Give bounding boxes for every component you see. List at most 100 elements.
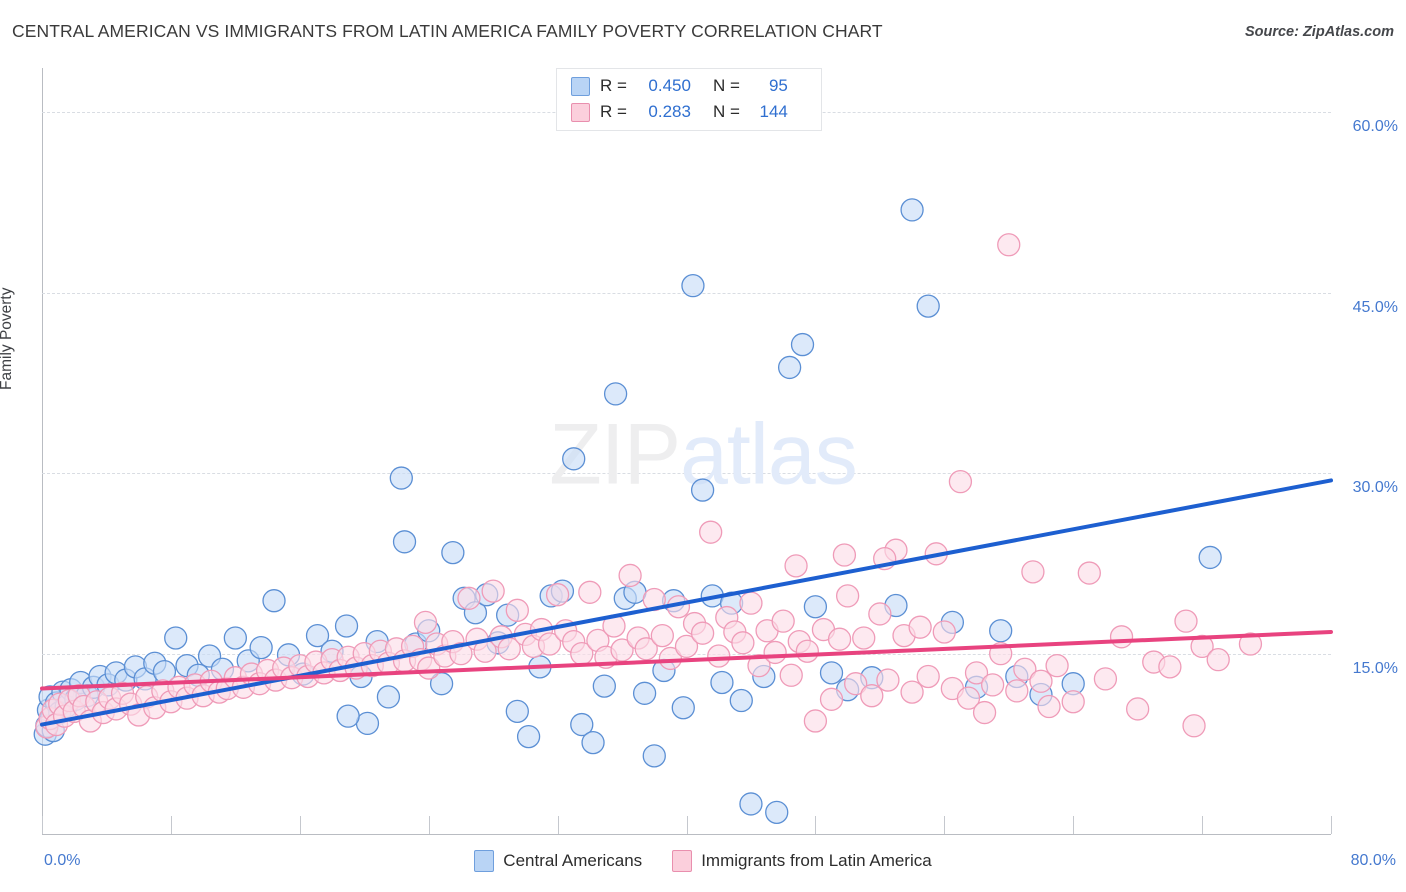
scatter-point	[876, 668, 900, 692]
scatter-point	[441, 540, 465, 565]
x-tick-mark	[557, 816, 559, 834]
scatter-point	[948, 470, 973, 494]
scatter-point	[868, 602, 892, 626]
scatter-point	[707, 644, 731, 668]
x-tick-mark	[42, 816, 43, 834]
scatter-point	[674, 634, 699, 659]
scatter-point	[481, 579, 505, 603]
scatter-point	[376, 685, 401, 709]
x-tick-mark	[1202, 816, 1204, 834]
scatter-point	[739, 591, 763, 615]
scatter-point	[570, 712, 594, 737]
y-axis-line	[42, 68, 43, 834]
scatter-point	[1005, 679, 1029, 703]
scatter-point	[900, 198, 924, 222]
scatter-point	[249, 635, 273, 660]
scatter-point	[610, 638, 634, 662]
scatter-point	[997, 233, 1021, 257]
scatter-point	[784, 554, 808, 578]
stats-r-label-blue: R =	[600, 76, 627, 95]
scatter-point	[1158, 655, 1182, 679]
scatter-point	[908, 615, 932, 639]
scatter-point	[777, 355, 802, 380]
legend-label-central-americans: Central Americans	[503, 851, 643, 870]
source-attribution: Source: ZipAtlas.com	[1244, 24, 1394, 40]
scatter-point	[795, 639, 819, 663]
stats-n-value-pink: 144	[759, 102, 788, 121]
scatter-point	[699, 520, 723, 544]
scatter-point	[989, 619, 1013, 643]
scatter-point	[972, 700, 997, 725]
stats-n-label-pink: N =	[712, 102, 740, 121]
scatter-point	[1021, 560, 1045, 584]
scatter-point	[537, 632, 562, 656]
scatter-point	[505, 598, 529, 622]
scatter-point	[457, 586, 481, 610]
correlation-stats-box: R = 0.450 N = 95 R = 0.283 N = 144	[556, 68, 822, 131]
series-legend: Central Americans Immigrants from Latin …	[0, 850, 1406, 872]
legend-item-latin-immigrants[interactable]: Immigrants from Latin America	[672, 850, 932, 872]
scatter-point	[603, 382, 628, 406]
scatter-point	[803, 595, 828, 619]
scatter-point	[618, 563, 642, 588]
legend-swatch-pink	[672, 850, 693, 872]
x-tick-mark	[944, 816, 946, 834]
scatter-point	[690, 478, 715, 502]
scatter-point	[1077, 561, 1101, 585]
scatter-point	[832, 543, 857, 567]
scatter-point	[827, 627, 852, 651]
scatter-point	[650, 623, 674, 648]
scatter-point	[578, 580, 602, 604]
x-tick-mark	[428, 816, 430, 834]
scatter-point	[164, 626, 188, 650]
stats-row-latin-immigrants: R = 0.283 N = 144	[571, 99, 788, 125]
stats-n-value-blue: 95	[768, 76, 788, 95]
scatter-point	[739, 792, 763, 816]
scatter-point	[392, 530, 417, 554]
x-tick-label-min: 0.0%	[44, 852, 81, 869]
scatter-point	[1182, 714, 1206, 738]
scatter-point	[681, 273, 705, 298]
scatter-point	[1045, 654, 1069, 678]
y-tick-label: 30.0%	[1352, 479, 1398, 497]
scatter-point	[860, 684, 884, 708]
scatter-point	[731, 631, 755, 655]
stats-r-label-pink: R =	[600, 102, 627, 121]
scatter-point	[389, 466, 413, 490]
scatter-point	[771, 609, 795, 633]
scatter-point	[632, 681, 657, 705]
scatter-point	[763, 640, 787, 665]
scatter-point	[336, 704, 360, 728]
scatter-point	[729, 688, 753, 713]
scatter-point	[505, 699, 529, 723]
scatter-point	[413, 610, 438, 635]
scatter-point	[819, 661, 844, 685]
scatter-point	[956, 686, 981, 710]
scatter-point	[710, 670, 734, 695]
scatter-point	[916, 294, 940, 318]
page-title: CENTRAL AMERICAN VS IMMIGRANTS FROM LATI…	[12, 21, 883, 41]
scatter-point	[1190, 634, 1214, 659]
scatter-point	[1109, 625, 1134, 649]
y-tick-label: 15.0%	[1352, 659, 1398, 677]
scatter-point	[819, 687, 844, 711]
stats-row-central-americans: R = 0.450 N = 95	[571, 73, 788, 99]
scatter-point	[747, 654, 771, 678]
y-tick-label: 45.0%	[1352, 298, 1398, 316]
legend-item-central-americans[interactable]: Central Americans	[474, 850, 642, 872]
scatter-point	[658, 646, 683, 671]
scatter-point	[1206, 647, 1230, 672]
scatter-point	[671, 696, 695, 720]
legend-label-latin-immigrants: Immigrants from Latin America	[701, 851, 932, 870]
scatter-point	[581, 730, 605, 755]
scatter-point	[900, 680, 924, 704]
trendline-immigrants-from-latin-america	[40, 629, 1333, 691]
scatter-point	[932, 620, 956, 644]
stats-swatch-pink	[571, 102, 590, 122]
scatter-point	[334, 614, 359, 638]
y-tick-label: 60.0%	[1352, 118, 1398, 136]
x-tick-mark	[1073, 816, 1075, 834]
series-points-central-americans	[33, 198, 1222, 824]
